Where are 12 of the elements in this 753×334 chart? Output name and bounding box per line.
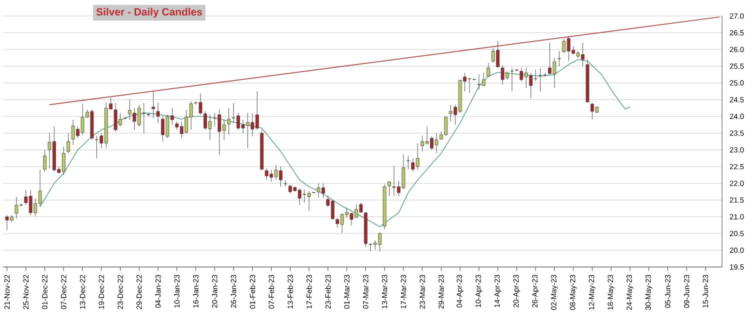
- candlestick: [388, 180, 391, 196]
- candlestick: [284, 180, 288, 187]
- line-series: [40, 59, 630, 228]
- candlestick: [227, 108, 231, 136]
- candlestick: [156, 102, 160, 124]
- chart-title: Silver - Daily Candles: [96, 8, 202, 18]
- candlestick: [66, 132, 70, 154]
- candlestick: [43, 150, 46, 172]
- candlestick: [486, 62, 490, 78]
- candlestick: [510, 68, 514, 92]
- candlestick: [557, 50, 561, 66]
- candlestick: [152, 91, 156, 118]
